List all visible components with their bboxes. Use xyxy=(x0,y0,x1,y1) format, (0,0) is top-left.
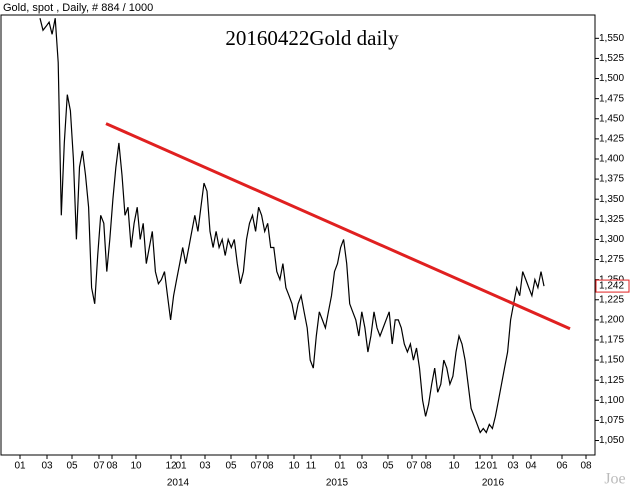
y-tick-label: 1,075 xyxy=(599,415,624,426)
x-tick-label: 11 xyxy=(306,461,317,472)
x-tick-label: 10 xyxy=(448,461,460,472)
y-tick-label: 1,050 xyxy=(599,435,624,446)
chart-title: 20160422Gold daily xyxy=(225,26,399,50)
y-tick-label: 1,150 xyxy=(599,355,624,366)
y-tick-label: 1,550 xyxy=(599,33,624,44)
x-tick-label: 05 xyxy=(382,461,394,472)
y-tick-label: 1,425 xyxy=(599,134,624,145)
y-tick-label: 1,350 xyxy=(599,194,624,205)
x-tick-label: 08 xyxy=(262,461,274,472)
y-tick-label: 1,475 xyxy=(599,93,624,104)
last-price-box xyxy=(595,279,630,293)
y-tick-label: 1,325 xyxy=(599,214,624,225)
y-tick-label: 1,125 xyxy=(599,375,624,386)
y-tick-label: 1,400 xyxy=(599,154,624,165)
y-tick-label: 1,525 xyxy=(599,53,624,64)
x-tick-label: 10 xyxy=(130,461,142,472)
year-label: 2015 xyxy=(326,478,349,489)
x-tick-label: 08 xyxy=(580,461,592,472)
y-tick-label: 1,450 xyxy=(599,113,624,124)
y-tick-label: 1,200 xyxy=(599,315,624,326)
x-tick-label: 01 xyxy=(486,461,498,472)
x-tick-label: 08 xyxy=(420,461,432,472)
y-tick-label: 1,225 xyxy=(599,294,624,305)
year-label: 2016 xyxy=(482,478,505,489)
header: Gold, spot , Daily, # 884 / 1000 xyxy=(3,2,153,14)
x-tick-label: 12 xyxy=(474,461,486,472)
x-tick-label: 01 xyxy=(14,461,26,472)
price-line xyxy=(39,18,545,434)
y-tick-label: 1,300 xyxy=(599,234,624,245)
plot-frame xyxy=(0,14,596,456)
y-tick-label: 1,500 xyxy=(599,73,624,84)
last-price-label: 1,242 xyxy=(599,281,624,292)
trendline xyxy=(105,122,571,331)
x-tick-label: 01 xyxy=(175,461,187,472)
x-tick-label: 08 xyxy=(106,461,118,472)
year-label: 2014 xyxy=(167,478,190,489)
x-tick-label: 03 xyxy=(41,461,53,472)
y-tick-label: 1,100 xyxy=(599,395,624,406)
x-tick-label: 03 xyxy=(507,461,519,472)
x-tick-label: 07 xyxy=(250,461,262,472)
x-tick-label: 03 xyxy=(356,461,368,472)
x-tick-label: 05 xyxy=(66,461,78,472)
x-tick-label: 01 xyxy=(334,461,346,472)
y-tick-label: 1,175 xyxy=(599,335,624,346)
x-tick-label: 03 xyxy=(199,461,211,472)
watermark: Joe xyxy=(604,471,625,488)
x-tick-label: 05 xyxy=(225,461,237,472)
x-tick-label: 10 xyxy=(288,461,300,472)
y-tick-label: 1,275 xyxy=(599,254,624,265)
y-tick-label: 1,375 xyxy=(599,174,624,185)
x-tick-label: 07 xyxy=(93,461,105,472)
x-tick-label: 12 xyxy=(165,461,177,472)
x-tick-label: 06 xyxy=(556,461,568,472)
x-tick-label: 04 xyxy=(525,461,537,472)
x-tick-label: 07 xyxy=(406,461,418,472)
